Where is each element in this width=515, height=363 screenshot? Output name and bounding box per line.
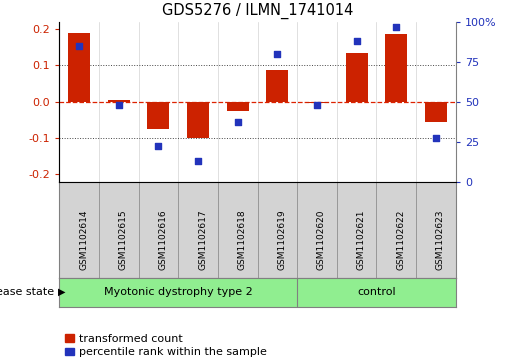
Point bbox=[313, 102, 321, 108]
Point bbox=[432, 135, 440, 141]
Point bbox=[114, 102, 123, 108]
Point bbox=[392, 24, 401, 29]
Text: GSM1102615: GSM1102615 bbox=[118, 209, 128, 270]
Bar bbox=[147, 102, 169, 129]
Point bbox=[352, 38, 360, 44]
Bar bbox=[346, 53, 368, 102]
Bar bbox=[227, 102, 249, 111]
Bar bbox=[187, 102, 209, 138]
Bar bbox=[306, 102, 328, 103]
Text: GSM1102621: GSM1102621 bbox=[356, 209, 366, 270]
Text: disease state: disease state bbox=[0, 287, 54, 297]
Bar bbox=[385, 34, 407, 102]
Text: GSM1102618: GSM1102618 bbox=[238, 209, 247, 270]
Text: GSM1102619: GSM1102619 bbox=[277, 209, 286, 270]
Bar bbox=[59, 278, 297, 307]
Bar bbox=[108, 100, 130, 102]
Point bbox=[273, 51, 281, 57]
Text: ▶: ▶ bbox=[58, 287, 65, 297]
Point bbox=[234, 119, 242, 125]
Text: GSM1102620: GSM1102620 bbox=[317, 209, 326, 270]
Point bbox=[154, 143, 163, 149]
Text: GSM1102623: GSM1102623 bbox=[436, 209, 445, 270]
Title: GDS5276 / ILMN_1741014: GDS5276 / ILMN_1741014 bbox=[162, 3, 353, 19]
Bar bbox=[297, 278, 456, 307]
Text: GSM1102622: GSM1102622 bbox=[397, 209, 405, 270]
Text: GSM1102617: GSM1102617 bbox=[198, 209, 207, 270]
Bar bbox=[425, 102, 447, 122]
Text: GSM1102616: GSM1102616 bbox=[159, 209, 167, 270]
Text: Myotonic dystrophy type 2: Myotonic dystrophy type 2 bbox=[104, 287, 252, 297]
Point bbox=[75, 43, 83, 49]
Bar bbox=[68, 33, 90, 102]
Bar bbox=[266, 70, 288, 102]
Text: GSM1102614: GSM1102614 bbox=[79, 209, 88, 270]
Legend: transformed count, percentile rank within the sample: transformed count, percentile rank withi… bbox=[65, 334, 267, 358]
Point bbox=[194, 158, 202, 164]
Text: control: control bbox=[357, 287, 396, 297]
